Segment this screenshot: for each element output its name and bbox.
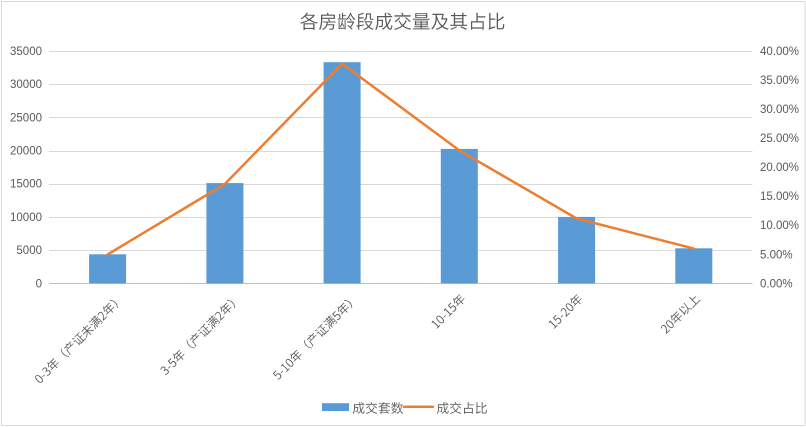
svg-text:35.00%: 35.00% (760, 75, 799, 87)
svg-text:25000: 25000 (10, 112, 42, 124)
svg-text:20.00%: 20.00% (760, 162, 799, 174)
svg-text:5.00%: 5.00% (760, 249, 793, 261)
svg-text:10.00%: 10.00% (760, 220, 799, 232)
svg-text:35000: 35000 (10, 46, 42, 58)
svg-text:40.00%: 40.00% (760, 46, 799, 58)
svg-text:30.00%: 30.00% (760, 104, 799, 116)
svg-text:15000: 15000 (10, 179, 42, 191)
svg-text:5000: 5000 (16, 245, 42, 257)
svg-text:30000: 30000 (10, 79, 42, 91)
svg-text:10000: 10000 (10, 212, 42, 224)
svg-text:0: 0 (36, 278, 42, 290)
svg-text:20000: 20000 (10, 146, 42, 158)
svg-text:15.00%: 15.00% (760, 191, 799, 203)
svg-text:0.00%: 0.00% (760, 278, 793, 290)
svg-text:25.00%: 25.00% (760, 133, 799, 145)
